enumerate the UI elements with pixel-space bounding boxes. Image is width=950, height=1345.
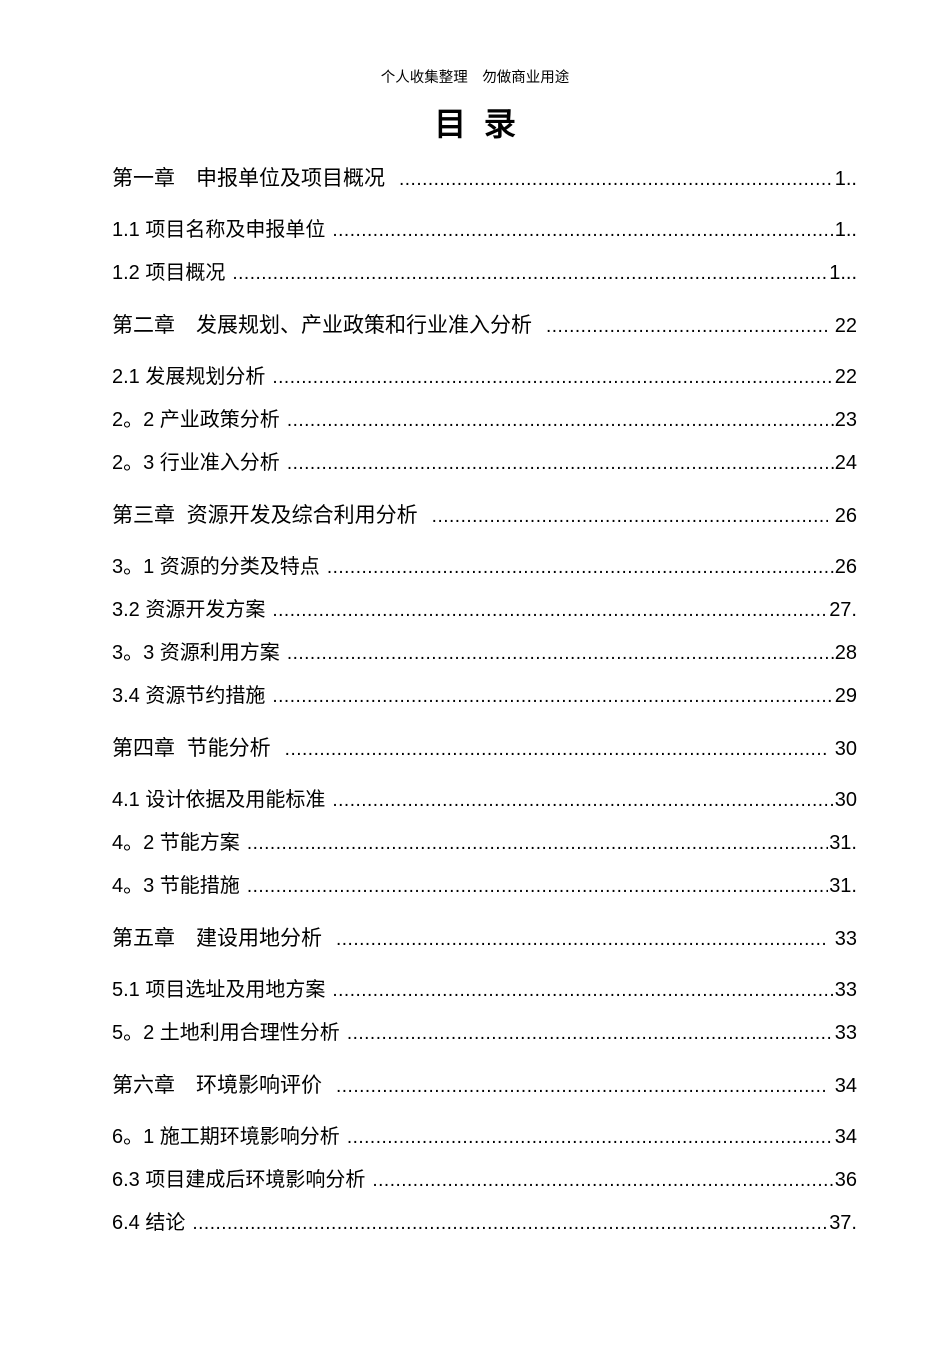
page-number: 31. xyxy=(829,875,857,897)
page-number: 34 xyxy=(834,1126,857,1148)
toc-entry-label: 4。2 节能方案 xyxy=(112,832,240,854)
toc-entry: 第一章 申报单位及项目概况 1.. xyxy=(112,157,857,200)
toc-entry-label: 4.1 设计依据及用能标准 xyxy=(112,789,326,811)
page-number: 36 xyxy=(834,1169,857,1191)
toc-entry-label: 1.1 项目名称及申报单位 xyxy=(112,219,326,241)
dot-leader xyxy=(232,252,828,295)
toc-entry-label: 2。2 产业政策分析 xyxy=(112,409,280,431)
dot-leader xyxy=(285,728,829,771)
toc-entry: 4。3 节能措施 31. xyxy=(112,865,857,908)
toc-entry: 1.1 项目名称及申报单位 1.. xyxy=(112,209,857,252)
toc-entry-label: 6.3 项目建成后环境影响分析 xyxy=(112,1169,366,1191)
dot-leader xyxy=(372,1159,833,1202)
page-number: 30 xyxy=(834,789,857,811)
dot-leader xyxy=(247,865,828,908)
page-number: 33 xyxy=(834,979,857,1001)
dot-leader xyxy=(347,1012,834,1055)
dot-leader xyxy=(247,822,828,865)
toc-entry: 4.1 设计依据及用能标准 30 xyxy=(112,779,857,822)
toc-entry: 6。1 施工期环境影响分析 34 xyxy=(112,1116,857,1159)
toc-entry-label: 第一章 申报单位及项目概况 xyxy=(112,167,385,190)
page-number: 31. xyxy=(829,832,857,854)
toc-entry-label: 3。3 资源利用方案 xyxy=(112,642,280,664)
dot-leader xyxy=(332,779,833,822)
toc-entry: 第三章 资源开发及综合利用分析 26 xyxy=(112,494,857,537)
page-number: 37. xyxy=(829,1212,857,1234)
toc-entry-label: 3。1 资源的分类及特点 xyxy=(112,556,320,578)
toc-entry: 3.2 资源开发方案 27. xyxy=(112,589,857,632)
page-number: 22 xyxy=(829,315,857,337)
toc-entry: 2.1 发展规划分析 22 xyxy=(112,356,857,399)
page-number: 30 xyxy=(829,738,857,760)
dot-leader xyxy=(332,969,833,1012)
page-number: 29 xyxy=(834,685,857,707)
toc-entry-label: 第四章 节能分析 xyxy=(112,737,271,760)
toc-entry: 3。3 资源利用方案 28 xyxy=(112,632,857,675)
page-title: 目 录 xyxy=(434,106,516,142)
dot-leader xyxy=(287,442,834,485)
toc-entry: 5.1 项目选址及用地方案 33 xyxy=(112,969,857,1012)
dot-leader xyxy=(336,918,828,961)
toc-entry: 2。3 行业准入分析 24 xyxy=(112,442,857,485)
toc-entry-label: 第二章 发展规划、产业政策和行业准入分析 xyxy=(112,314,532,337)
toc-entry: 第五章 建设用地分析 33 xyxy=(112,917,857,960)
table-of-contents: 第一章 申报单位及项目概况 1.. 1.1 项目名称及申报单位 1.. 1.2 … xyxy=(0,145,950,1245)
toc-entry-label: 第五章 建设用地分析 xyxy=(112,927,322,950)
page-number: 22 xyxy=(834,366,857,388)
page-number: 1... xyxy=(829,262,857,284)
toc-entry-label: 6.4 结论 xyxy=(112,1212,186,1234)
toc-entry: 2。2 产业政策分析 23 xyxy=(112,399,857,442)
dot-leader xyxy=(287,399,834,442)
dot-leader xyxy=(546,305,828,348)
disclaimer-header: 个人收集整理 勿做商业用途 xyxy=(380,70,570,86)
dot-leader xyxy=(287,632,834,675)
dot-leader xyxy=(272,675,833,718)
toc-entry: 第二章 发展规划、产业政策和行业准入分析 22 xyxy=(112,304,857,347)
toc-entry: 5。2 土地利用合理性分析 33 xyxy=(112,1012,857,1055)
page-number: 26 xyxy=(829,505,857,527)
toc-entry-label: 第六章 环境影响评价 xyxy=(112,1074,322,1097)
toc-entry: 第六章 环境影响评价 34 xyxy=(112,1064,857,1107)
page-number: 27. xyxy=(829,599,857,621)
toc-entry-label: 4。3 节能措施 xyxy=(112,875,240,897)
page-number: 34 xyxy=(829,1075,857,1097)
dot-leader xyxy=(347,1116,834,1159)
dot-leader xyxy=(336,1065,828,1108)
toc-entry-label: 2。3 行业准入分析 xyxy=(112,452,280,474)
toc-entry-label: 2.1 发展规划分析 xyxy=(112,366,266,388)
toc-entry: 6.4 结论 37. xyxy=(112,1202,857,1245)
toc-entry: 1.2 项目概况 1... xyxy=(112,252,857,295)
dot-leader xyxy=(192,1202,828,1245)
page-number: 24 xyxy=(834,452,857,474)
toc-entry: 第四章 节能分析 30 xyxy=(112,727,857,770)
dot-leader xyxy=(272,356,833,399)
page-number: 23 xyxy=(834,409,857,431)
toc-entry-label: 6。1 施工期环境影响分析 xyxy=(112,1126,340,1148)
toc-entry: 3。1 资源的分类及特点 26 xyxy=(112,546,857,589)
toc-entry-label: 5。2 土地利用合理性分析 xyxy=(112,1022,340,1044)
page-number: 1.. xyxy=(834,168,857,190)
page-number: 33 xyxy=(834,1022,857,1044)
dot-leader xyxy=(327,546,834,589)
page-number: 26 xyxy=(834,556,857,578)
toc-entry: 3.4 资源节约措施 29 xyxy=(112,675,857,718)
page-number: 1.. xyxy=(834,219,857,241)
dot-leader xyxy=(272,589,828,632)
dot-leader xyxy=(399,158,834,201)
toc-entry-label: 3.4 资源节约措施 xyxy=(112,685,266,707)
page-number: 28 xyxy=(834,642,857,664)
toc-entry-label: 5.1 项目选址及用地方案 xyxy=(112,979,326,1001)
toc-entry-label: 第三章 资源开发及综合利用分析 xyxy=(112,504,418,527)
toc-entry: 4。2 节能方案 31. xyxy=(112,822,857,865)
dot-leader xyxy=(332,209,833,252)
toc-entry-label: 3.2 资源开发方案 xyxy=(112,599,266,621)
page-number: 33 xyxy=(829,928,857,950)
toc-entry: 6.3 项目建成后环境影响分析 36 xyxy=(112,1159,857,1202)
toc-entry-label: 1.2 项目概况 xyxy=(112,262,226,284)
dot-leader xyxy=(432,495,829,538)
